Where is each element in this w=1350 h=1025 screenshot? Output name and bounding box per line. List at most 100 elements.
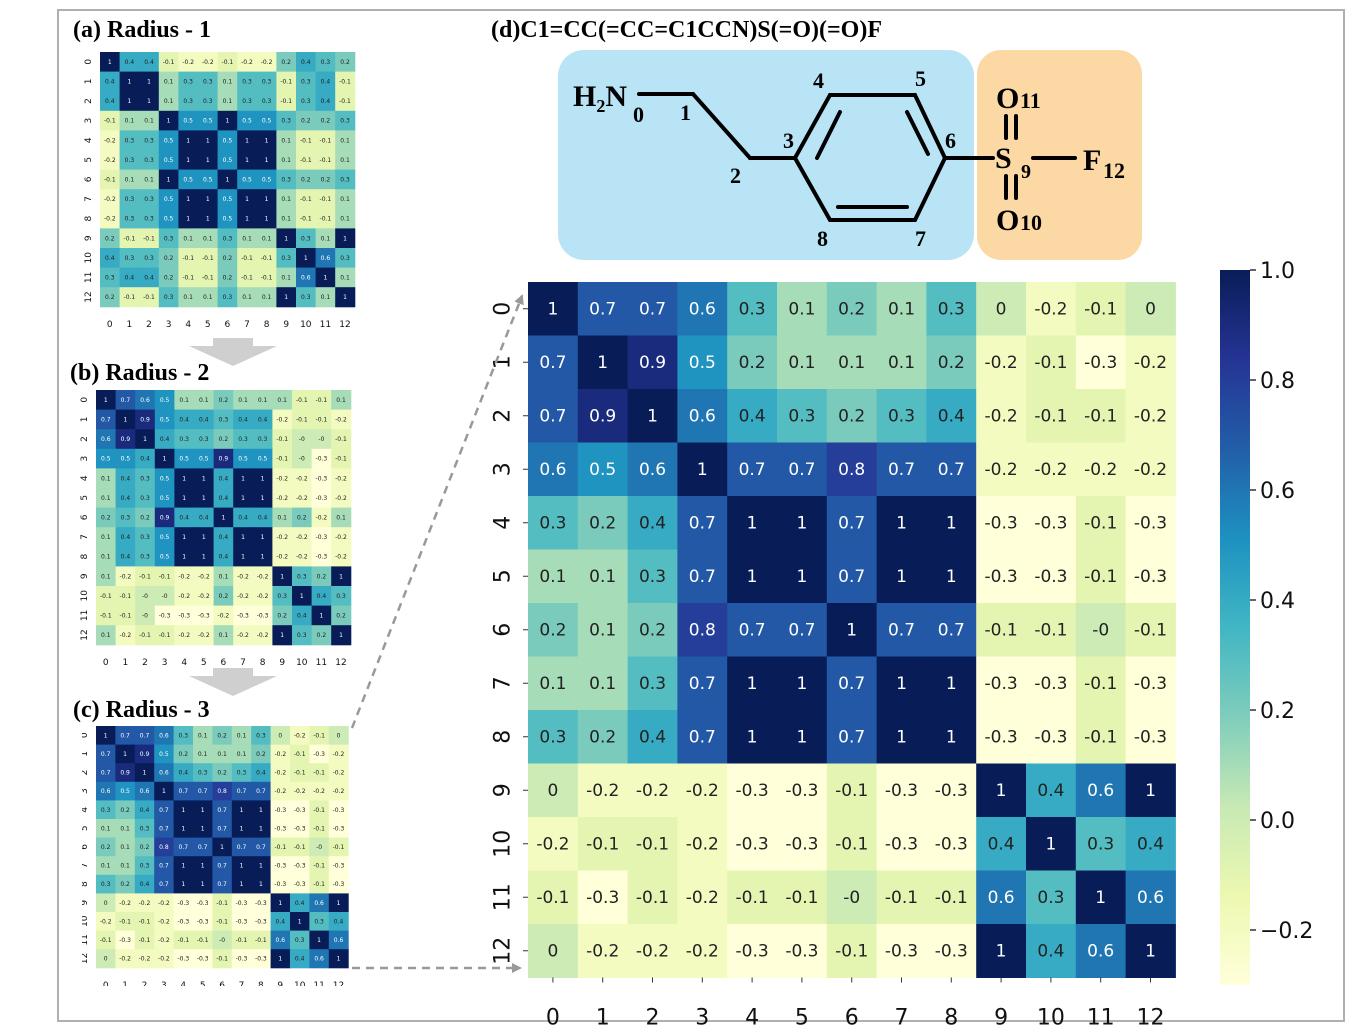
heatmap-cell — [115, 586, 136, 607]
heatmap-cell — [627, 389, 678, 443]
cell-value-label: -0.1 — [320, 216, 332, 223]
heatmap-cell — [309, 763, 330, 783]
heatmap-cell — [926, 603, 977, 657]
cell-value-label: 0.4 — [256, 770, 266, 777]
heatmap-cell — [217, 189, 238, 210]
heatmap-cell — [115, 566, 136, 587]
cell-value-label: 0.6 — [988, 888, 1015, 908]
heatmap-cell — [119, 228, 140, 249]
cell-value-label: -0.1 — [100, 937, 112, 944]
cell-value-label: 0.7 — [938, 460, 965, 480]
cell-value-label: 0.5 — [589, 460, 616, 480]
cell-value-label: 1 — [182, 495, 186, 502]
cell-value-label: 0.1 — [120, 825, 130, 832]
cell-value-label: -0.1 — [296, 397, 308, 404]
heatmap-cell — [193, 949, 213, 969]
cell-value-label: 1 — [846, 621, 857, 641]
cell-value-label: 0.4 — [258, 417, 268, 424]
cell-value-label: 0.4 — [317, 593, 327, 600]
cell-value-label: 0.2 — [938, 353, 965, 373]
cell-value-label: 0.7 — [101, 751, 111, 758]
cell-value-label: 0.6 — [334, 937, 344, 944]
heatmap-cell — [309, 781, 330, 801]
cell-value-label: 0.7 — [589, 300, 616, 320]
cell-value-label: 0.2 — [321, 177, 331, 184]
cell-value-label: 1 — [1095, 888, 1106, 908]
heatmap-cell — [826, 442, 878, 497]
heatmap-cell — [252, 566, 273, 587]
cell-value-label: 0 — [104, 956, 108, 963]
cell-value-label: 0.2 — [101, 515, 111, 522]
heatmap-cell — [233, 429, 254, 450]
x-tick-label: 4 — [180, 981, 186, 986]
cell-value-label: -0.2 — [335, 554, 347, 561]
cell-value-label: -0.1 — [300, 157, 312, 164]
cell-value-label: 0.3 — [125, 137, 135, 144]
heatmap-cell — [217, 169, 238, 190]
heatmap-cell — [251, 819, 272, 839]
heatmap-cell — [154, 874, 175, 894]
cell-value-label: 0.3 — [295, 937, 305, 944]
cell-value-label: -0.2 — [241, 59, 253, 66]
cell-value-label: 0.1 — [336, 397, 346, 404]
heatmap-cell — [335, 287, 356, 308]
cell-value-label: 0.1 — [179, 397, 189, 404]
cell-value-label: -0.1 — [300, 137, 312, 144]
cell-value-label: 0.9 — [120, 770, 130, 777]
heatmap-cell — [174, 566, 195, 587]
cell-value-label: 0.9 — [160, 515, 170, 522]
atom-label-1: 1 — [680, 100, 691, 125]
cell-value-label: 0.1 — [242, 235, 252, 242]
cell-value-label: -0.1 — [536, 888, 569, 908]
heatmap-cell — [115, 781, 136, 801]
heatmap-cell — [290, 893, 310, 913]
heatmap-cell — [1125, 282, 1176, 336]
heatmap-cell — [528, 870, 579, 925]
heatmap-cell — [233, 488, 254, 509]
heatmap-cell — [173, 893, 194, 913]
x-tick-label: 11 — [320, 320, 331, 330]
heatmap-cell — [577, 496, 629, 550]
cell-value-label: 1 — [284, 294, 288, 301]
heatmap-cell — [115, 744, 136, 764]
heatmap-cell — [233, 390, 254, 411]
y-tick-label: 10 — [84, 252, 94, 264]
heatmap-cell — [139, 71, 160, 92]
cell-value-label: 1 — [946, 514, 957, 534]
cell-value-label: 0.6 — [539, 460, 566, 480]
heatmap-radius-1: 1 0.4 0.4 -0.1 -0.2 -0.2 -0.1 -0.2 -0.2 0.2 0.4 0.3… — [84, 52, 356, 330]
cell-value-label: 1 — [186, 137, 190, 144]
heatmap-cell — [231, 837, 252, 857]
heatmap-cell — [96, 488, 117, 509]
cell-value-label: -0.2 — [985, 353, 1018, 373]
cell-value-label: 0.6 — [301, 275, 311, 282]
cell-value-label: 0.7 — [179, 788, 189, 795]
x-tick-label: 3 — [162, 658, 168, 668]
cell-value-label: 1 — [259, 825, 263, 832]
cell-value-label: 0.3 — [242, 79, 252, 86]
cell-value-label: 0.3 — [262, 79, 272, 86]
cell-value-label: 0 — [996, 300, 1007, 320]
cell-value-label: 0.5 — [183, 177, 193, 184]
heatmap-cell — [100, 208, 121, 229]
cell-value-label: -0.1 — [736, 888, 769, 908]
cell-value-label: 1 — [225, 118, 229, 125]
heatmap-cell — [315, 52, 336, 73]
heatmap-cell — [276, 71, 297, 92]
heatmap-cell — [213, 409, 234, 430]
cell-value-label: 0.3 — [140, 554, 150, 561]
heatmap-cell — [976, 710, 1027, 764]
heatmap-cell — [119, 208, 140, 229]
cell-value-label: 0.3 — [256, 732, 266, 739]
heatmap-cell — [331, 546, 352, 567]
y-tick-label: 6 — [82, 844, 90, 850]
heatmap-cell — [528, 549, 579, 604]
heatmap-cell — [292, 507, 313, 528]
heatmap-cell — [976, 389, 1027, 443]
cell-value-label: 0.7 — [217, 825, 227, 832]
heatmap-cell — [173, 744, 194, 764]
heatmap-cell — [256, 91, 277, 112]
cell-value-label: 0.4 — [334, 918, 344, 925]
cell-value-label: -0.2 — [296, 495, 308, 502]
cell-value-label: 0.4 — [121, 534, 131, 541]
